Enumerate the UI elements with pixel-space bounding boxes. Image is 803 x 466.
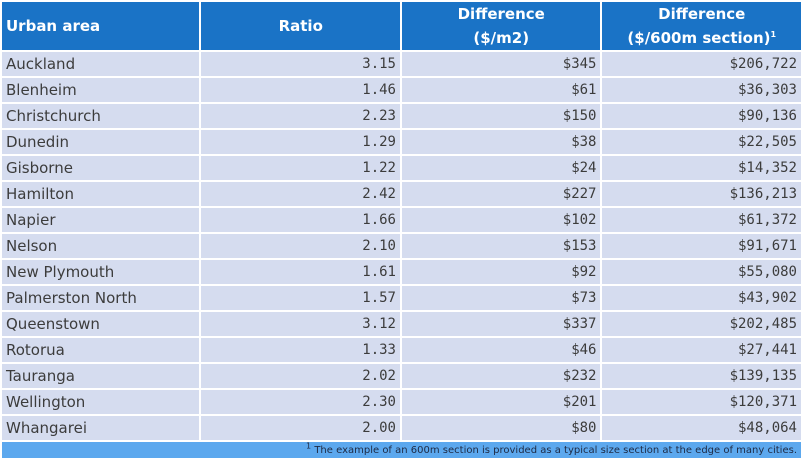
header-difference-per-section-line2: ($/600m section) [627,29,771,47]
cell-ratio: 3.15 [201,52,400,76]
cell-difference-per-m2: $337 [401,312,601,336]
table-row: Rotorua 1.33 $46 $27,441 [2,338,801,362]
cell-ratio: 2.10 [201,234,400,258]
table-row: New Plymouth 1.61 $92 $55,080 [2,260,801,284]
header-ratio-label: Ratio [278,17,323,35]
cell-ratio: 2.30 [201,390,400,414]
cell-difference-per-m2: $24 [401,156,601,180]
cell-difference-per-section: $206,722 [602,52,801,76]
header-footnote-marker: 1 [770,30,777,39]
cell-urban-area: Queenstown [2,312,200,336]
table-row: Napier 1.66 $102 $61,372 [2,208,801,232]
cell-urban-area: Tauranga [2,364,200,388]
table-row: Auckland 3.15 $345 $206,722 [2,52,801,76]
cell-ratio: 1.46 [201,78,400,102]
header-urban-area: Urban area [2,2,200,50]
cell-difference-per-section: $22,505 [602,130,801,154]
cell-difference-per-m2: $38 [401,130,601,154]
cell-urban-area: Gisborne [2,156,200,180]
cell-urban-area: Hamilton [2,182,200,206]
footnote-text: The example of an 600m section is provid… [311,444,797,456]
table-row: Tauranga 2.02 $232 $139,135 [2,364,801,388]
footnote-cell: 1 The example of an 600m section is prov… [2,442,801,458]
cell-urban-area: Napier [2,208,200,232]
table-row: Palmerston North 1.57 $73 $43,902 [2,286,801,310]
cell-difference-per-section: $48,064 [602,416,801,440]
cell-ratio: 2.42 [201,182,400,206]
cell-difference-per-m2: $150 [401,104,601,128]
table-row: Whangarei 2.00 $80 $48,064 [2,416,801,440]
table-row: Wellington 2.30 $201 $120,371 [2,390,801,414]
cell-difference-per-m2: $73 [401,286,601,310]
cell-difference-per-section: $120,371 [602,390,801,414]
table-row: Hamilton 2.42 $227 $136,213 [2,182,801,206]
cell-difference-per-section: $14,352 [602,156,801,180]
table-row: Nelson 2.10 $153 $91,671 [2,234,801,258]
table-body: Auckland 3.15 $345 $206,722 Blenheim 1.46 $61 $… [2,52,801,440]
cell-ratio: 3.12 [201,312,400,336]
cell-ratio: 2.02 [201,364,400,388]
cell-difference-per-m2: $102 [401,208,601,232]
cell-urban-area: Dunedin [2,130,200,154]
cell-difference-per-m2: $92 [401,260,601,284]
header-difference-per-m2-line1: Difference [457,5,545,23]
cell-ratio: 2.23 [201,104,400,128]
cell-ratio: 1.66 [201,208,400,232]
header-difference-per-m2-line2: ($/m2) [473,29,530,47]
cell-difference-per-m2: $80 [401,416,601,440]
table-row: Blenheim 1.46 $61 $36,303 [2,78,801,102]
cell-difference-per-section: $61,372 [602,208,801,232]
cell-urban-area: Auckland [2,52,200,76]
cell-difference-per-m2: $345 [401,52,601,76]
cell-ratio: 1.57 [201,286,400,310]
header-urban-area-label: Urban area [6,17,101,35]
cell-difference-per-m2: $46 [401,338,601,362]
cell-urban-area: Palmerston North [2,286,200,310]
table-row: Christchurch 2.23 $150 $90,136 [2,104,801,128]
cell-difference-per-section: $136,213 [602,182,801,206]
cell-difference-per-m2: $201 [401,390,601,414]
cell-urban-area: Whangarei [2,416,200,440]
cell-difference-per-section: $91,671 [602,234,801,258]
header-difference-per-section: Difference ($/600m section)1 [602,2,801,50]
cell-difference-per-section: $90,136 [602,104,801,128]
cell-urban-area: Rotorua [2,338,200,362]
cell-difference-per-section: $27,441 [602,338,801,362]
table-header-row: Urban area Ratio Difference ($/m2) Diffe… [2,2,801,50]
cell-difference-per-section: $43,902 [602,286,801,310]
header-difference-per-m2: Difference ($/m2) [401,2,601,50]
cell-difference-per-section: $202,485 [602,312,801,336]
cell-difference-per-section: $139,135 [602,364,801,388]
cell-difference-per-m2: $153 [401,234,601,258]
header-difference-per-section-line2-wrap: ($/600m section)1 [606,26,797,50]
footnote-row: 1 The example of an 600m section is prov… [2,442,801,458]
cell-ratio: 1.61 [201,260,400,284]
cell-ratio: 2.00 [201,416,400,440]
table-row: Queenstown 3.12 $337 $202,485 [2,312,801,336]
table-row: Dunedin 1.29 $38 $22,505 [2,130,801,154]
cell-difference-per-section: $55,080 [602,260,801,284]
cell-urban-area: Wellington [2,390,200,414]
cell-urban-area: Blenheim [2,78,200,102]
header-ratio: Ratio [201,2,400,50]
cell-ratio: 1.29 [201,130,400,154]
cell-urban-area: Christchurch [2,104,200,128]
table-row: Gisborne 1.22 $24 $14,352 [2,156,801,180]
cell-difference-per-m2: $61 [401,78,601,102]
cell-urban-area: Nelson [2,234,200,258]
cell-difference-per-section: $36,303 [602,78,801,102]
cell-ratio: 1.22 [201,156,400,180]
cell-difference-per-m2: $232 [401,364,601,388]
footnote-marker: 1 [306,441,312,451]
cell-ratio: 1.33 [201,338,400,362]
cell-urban-area: New Plymouth [2,260,200,284]
cell-difference-per-m2: $227 [401,182,601,206]
header-difference-per-section-line1: Difference [658,5,746,23]
